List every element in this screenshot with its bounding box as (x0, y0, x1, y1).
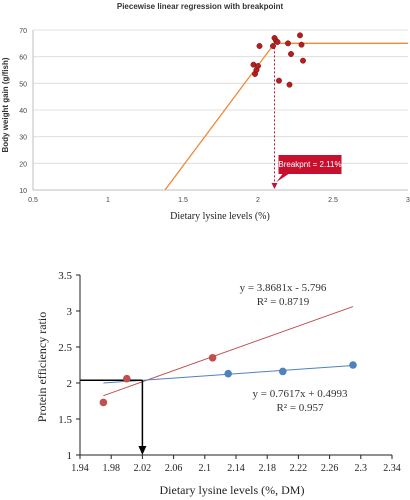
red-data-point (99, 398, 108, 407)
callout-box (276, 155, 342, 182)
chart2-y-tick-label: 3 (67, 306, 73, 318)
chart2-y-tick-label: 1 (67, 450, 73, 462)
chart1-data-point (286, 81, 293, 88)
chart2-y-tick-label: 3.5 (58, 270, 72, 282)
chart1-gridlines (33, 29, 408, 191)
chart2-trend-lines (103, 306, 354, 397)
chart1-x-tick-label: 1.5 (178, 197, 188, 204)
intersection-guide-arrow (80, 379, 147, 455)
chart1-y-axis-label: Body weight gain (g/fish) (1, 57, 10, 152)
chart1-x-tick-label: 2.5 (328, 197, 338, 204)
chart2-x-tick-label: 2.3 (355, 463, 368, 474)
chart2-x-tick-label: 2.02 (134, 463, 152, 474)
red-data-point (123, 374, 131, 383)
chart2-x-axis-label: Dietary lysine levels (%, DM) (160, 483, 305, 497)
chart1-axes (32, 30, 408, 191)
chart1-data-points (250, 32, 306, 88)
chart2-axes (76, 274, 393, 459)
chart2-x-tick-label: 2.14 (227, 463, 245, 474)
chart2-x-tick-label: 2.26 (321, 463, 339, 474)
blue-data-point (349, 361, 357, 369)
chart1-x-tick-label: 2 (256, 197, 260, 204)
chart2-y-tick-label: 1.5 (58, 414, 72, 426)
chart2-x-tick-label: 1.98 (102, 463, 120, 474)
chart1-y-tick-label: 20 (19, 161, 27, 168)
protein-efficiency-chart: 1.94 1.98 2.02 2.06 2.1 2.14 2.18 2.22 2.26 2.3 2.… (35, 270, 401, 497)
chart1-y-tick-label: 50 (19, 81, 27, 88)
chart1-x-tick-label: 3 (406, 197, 410, 204)
red-trend-line (103, 306, 354, 397)
chart2-x-tick-label: 2.22 (290, 463, 308, 474)
chart2-x-tick-label: 2.34 (383, 463, 401, 474)
chart1-data-point (256, 43, 263, 49)
chart1-data-point (298, 41, 305, 48)
chart2-data-points (99, 354, 357, 407)
chart1-data-point (270, 43, 276, 49)
chart1-x-tick-label: 0.5 (28, 197, 38, 204)
chart1-y-tick-label: 30 (19, 135, 27, 142)
red-r-squared: R² = 0.8719 (257, 296, 310, 308)
chart1-y-tick-label: 40 (19, 108, 27, 115)
blue-r-squared: R² = 0.957 (276, 402, 324, 414)
chart1-y-tick-labels: 10 20 30 40 50 60 70 (19, 28, 27, 195)
chart1-data-point (255, 63, 261, 69)
chart1-data-point (288, 51, 294, 57)
intersection-arrowhead (138, 446, 147, 455)
blue-data-point (279, 367, 287, 376)
chart1-y-tick-label: 70 (19, 28, 27, 35)
chart1-data-point (276, 77, 282, 84)
breakpoint-callout: Breakpnt = 2.11% (276, 155, 342, 182)
chart1-title: Piecewise linear regression with breakpo… (117, 2, 284, 11)
breakpoint-arrowhead (271, 183, 278, 189)
chart2-y-axis-label: Protein efficiency ratio (35, 312, 49, 422)
chart1-y-tick-label: 60 (19, 55, 27, 62)
chart1-data-point (297, 32, 303, 39)
chart1-breakpoint-marker (271, 43, 278, 189)
chart1-y-tick-label: 10 (19, 188, 27, 195)
chart1-x-tick-labels: 0.5 1 1.5 2 2.5 3 (28, 197, 410, 204)
piecewise-regression-chart: Piecewise linear regression with breakpo… (1, 2, 410, 222)
chart2-x-tick-label: 2.06 (165, 463, 183, 474)
chart1-data-point (274, 39, 281, 45)
chart2-x-tick-labels: 1.94 1.98 2.02 2.06 2.1 2.14 2.18 2.22 2.26 2.3 2.… (71, 463, 401, 474)
red-data-point (208, 354, 217, 362)
chart1-x-axis-label: Dietary lysine levels (%) (170, 211, 270, 222)
chart2-y-tick-label: 2.5 (58, 342, 72, 354)
chart2-y-tick-label: 2 (67, 378, 73, 390)
chart2-y-tick-labels: 1 1.5 2 2.5 3 3.5 (58, 270, 72, 462)
blue-equation: y = 0.7617x + 0.4993 (253, 388, 348, 400)
chart2-x-tick-label: 1.94 (71, 463, 89, 474)
chart2-x-tick-label: 2.1 (199, 463, 212, 474)
chart1-data-point (285, 40, 291, 47)
breakpoint-annotation: Breakpnt = 2.11% (278, 160, 341, 169)
blue-data-point (224, 369, 232, 378)
chart1-x-tick-label: 1 (106, 197, 110, 204)
red-equation: y = 3.8681x - 5.796 (240, 282, 327, 294)
chart1-data-point (300, 57, 306, 64)
chart2-x-tick-label: 2.18 (258, 463, 276, 474)
